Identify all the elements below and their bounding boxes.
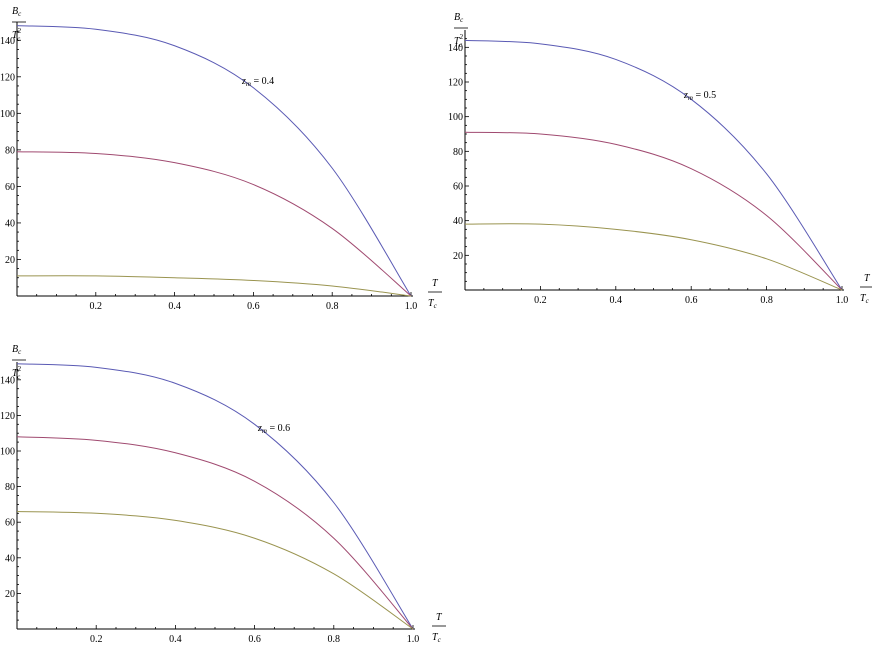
- x-axis-label: T Tc: [432, 612, 446, 644]
- x-label-denominator: Tc: [432, 632, 442, 644]
- y-tick-label: 40: [5, 218, 15, 229]
- zm-annotation: zm = 0.6: [257, 423, 290, 435]
- x-label-denominator: Tc: [428, 298, 438, 310]
- chart-panel-1: 0.2 0.4 0.6 0.8 1.0 20 40 60 80 100 120 140 Bc T2 c T Tc…: [0, 6, 442, 312]
- x-tick-label: 0.8: [760, 295, 773, 306]
- y-tick-label: 40: [5, 553, 15, 564]
- y-tick-label: 20: [453, 251, 463, 262]
- y-tick-label: 140: [448, 43, 463, 54]
- x-tick-label: 0.2: [534, 295, 547, 306]
- x-label-numerator: T: [432, 278, 439, 289]
- series-line-3: [16, 275, 412, 297]
- y-tick-label: 100: [0, 447, 15, 458]
- series-line-1: [16, 25, 412, 297]
- y-label-denominator: T2 c: [454, 33, 464, 49]
- y-tick-label: 140: [0, 36, 15, 47]
- x-tick-label: 0.2: [90, 301, 103, 312]
- x-tick-label: 1.0: [836, 295, 849, 306]
- y-tick-label: 120: [448, 78, 463, 89]
- x-label-denominator: Tc: [860, 293, 870, 305]
- y-label-numerator: Bc: [454, 12, 464, 24]
- series-line-3: [464, 223, 843, 291]
- y-label-numerator: Bc: [12, 344, 22, 356]
- x-tick-label: 1.0: [405, 301, 418, 312]
- y-tick-label: 100: [448, 112, 463, 123]
- y-tick-label: 140: [0, 375, 15, 386]
- y-tick-label: 20: [5, 255, 15, 266]
- y-axis-label: Bc T2 c: [454, 12, 468, 49]
- series-line-1: [16, 363, 414, 630]
- series-line-2: [16, 436, 414, 630]
- y-tick-label: 60: [5, 518, 15, 529]
- y-tick-label: 60: [453, 182, 463, 193]
- x-tick-label: 0.4: [610, 295, 623, 306]
- y-tick-label: 60: [5, 182, 15, 193]
- y-axis-label: Bc T2 c: [12, 6, 26, 43]
- y-axis-label: Bc T2 c: [12, 344, 26, 381]
- x-tick-label: 0.6: [248, 634, 261, 645]
- y-label-denominator: T2 c: [12, 27, 22, 43]
- y-label-numerator: Bc: [12, 6, 22, 18]
- chart-panel-3: 0.2 0.4 0.6 0.8 1.0 20 40 60 80 100 120 140 Bc T2 c T Tc…: [0, 344, 446, 645]
- x-tick-label: 0.8: [328, 634, 341, 645]
- x-tick-label: 0.4: [168, 301, 181, 312]
- chart-panel-2: 0.2 0.4 0.6 0.8 1.0 20 40 60 80 100 120 140 Bc T2 c T Tc…: [448, 12, 872, 306]
- series-line-2: [16, 151, 412, 297]
- y-tick-label: 80: [5, 145, 15, 156]
- y-tick-label: 40: [453, 216, 463, 227]
- y-tick-label: 100: [0, 109, 15, 120]
- x-tick-label: 0.6: [247, 301, 260, 312]
- y-tick-label: 120: [0, 411, 15, 422]
- y-tick-label: 80: [5, 482, 15, 493]
- zm-annotation: zm = 0.5: [683, 90, 716, 102]
- x-label-numerator: T: [436, 612, 443, 623]
- x-tick-label: 0.8: [326, 301, 339, 312]
- y-tick-label: 80: [453, 147, 463, 158]
- series-line-3: [16, 511, 414, 630]
- x-label-numerator: T: [864, 273, 871, 284]
- y-tick-label: 20: [5, 589, 15, 600]
- y-tick-label: 120: [0, 72, 15, 83]
- x-axis-label: T Tc: [428, 278, 442, 310]
- y-label-denominator: T2 c: [12, 365, 22, 381]
- series-line-2: [464, 131, 843, 291]
- x-axis-label: T Tc: [860, 273, 872, 305]
- x-tick-label: 0.6: [685, 295, 698, 306]
- x-tick-label: 0.2: [90, 634, 103, 645]
- series-line-1: [464, 39, 843, 291]
- zm-annotation: zm = 0.4: [241, 76, 274, 88]
- x-tick-label: 1.0: [407, 634, 420, 645]
- x-tick-label: 0.4: [169, 634, 182, 645]
